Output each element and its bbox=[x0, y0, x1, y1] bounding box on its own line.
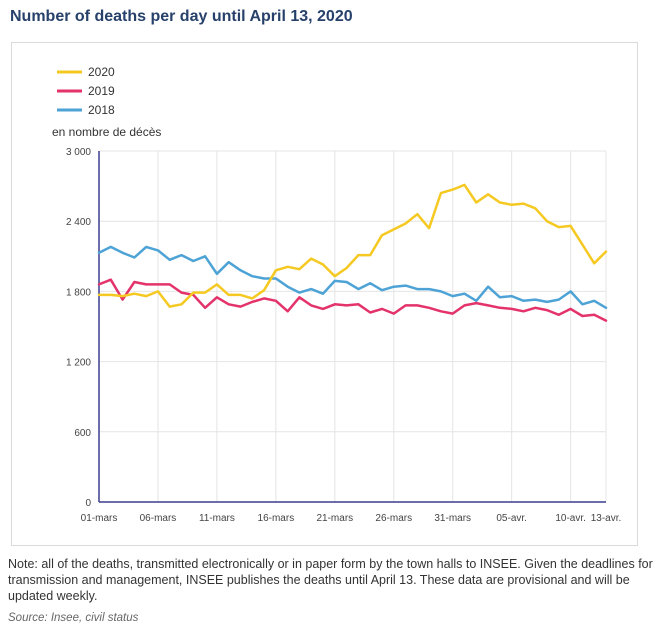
x-tick-label: 01-mars bbox=[81, 513, 118, 524]
series-line-2018 bbox=[97, 245, 608, 310]
x-tick-label: 11-mars bbox=[199, 513, 235, 524]
x-tick-label: 10-avr. bbox=[555, 513, 586, 524]
x-tick-label: 13-avr. bbox=[591, 513, 622, 524]
legend-label-2018: 2018 bbox=[88, 103, 115, 117]
y-tick-label: 2 400 bbox=[66, 217, 91, 228]
line-chart: 0 600 1 200 1 800 2 400 3 000 01-mars 06-mars 11… bbox=[52, 65, 622, 524]
chart-source: Source: Insee, civil status bbox=[8, 612, 139, 624]
y-tick-label: 600 bbox=[74, 428, 91, 439]
series-line-2019 bbox=[97, 278, 608, 322]
chart-panel: 0 600 1 200 1 800 2 400 3 000 01-mars 06-mars 11… bbox=[11, 42, 638, 546]
x-tick-label: 05-avr. bbox=[496, 513, 527, 524]
legend-label-2019: 2019 bbox=[88, 84, 115, 98]
y-axis-label: en nombre de décès bbox=[52, 125, 161, 139]
x-tick-label: 21-mars bbox=[316, 513, 353, 524]
chart-title: Number of deaths per day until April 13,… bbox=[10, 8, 353, 25]
y-tick-label: 1 200 bbox=[66, 358, 91, 369]
series-line-2020 bbox=[97, 183, 608, 308]
x-tick-label: 31-mars bbox=[434, 513, 471, 524]
y-tick-label: 1 800 bbox=[66, 287, 91, 298]
legend-label-2020: 2020 bbox=[88, 65, 115, 79]
x-tick-label: 16-mars bbox=[258, 513, 295, 524]
x-tick-label: 06-mars bbox=[140, 513, 177, 524]
y-tick-label: 0 bbox=[85, 498, 91, 509]
x-tick-label: 26-mars bbox=[375, 513, 412, 524]
chart-note: Note: all of the deaths, transmitted ele… bbox=[8, 557, 653, 603]
y-tick-label: 3 000 bbox=[66, 147, 91, 158]
